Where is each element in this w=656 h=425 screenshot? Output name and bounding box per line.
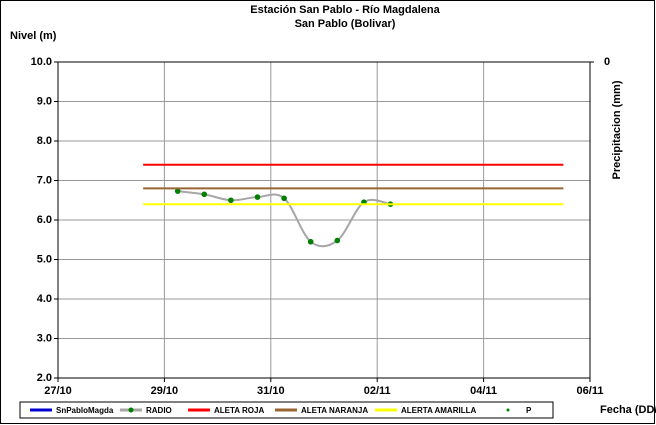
y-tick-label: 10.0 <box>31 56 52 68</box>
x-tick-label: 31/10 <box>257 385 285 397</box>
chart-title: Estación San Pablo - Río Magdalena <box>250 4 440 16</box>
point <box>254 194 261 200</box>
x-tick-label: 27/10 <box>44 385 72 397</box>
legend-label: ALETA ROJA <box>214 406 264 415</box>
x-tick-label: 04/11 <box>470 385 497 397</box>
x-axis-label: Fecha (DD/MM) <box>600 404 656 416</box>
chart-subtitle: San Pablo (Bolivar) <box>295 18 396 30</box>
y-tick-label: 8.0 <box>37 135 52 147</box>
point <box>201 191 208 198</box>
legend-label: P <box>526 406 532 415</box>
y-tick-label: 6.0 <box>37 214 52 226</box>
x-tick-label: 06/11 <box>577 385 604 397</box>
y-axis-label: Nivel (m) <box>10 30 57 42</box>
y2-axis-label: Precipitacion (mm) <box>611 80 623 179</box>
y-tick-label: 3.0 <box>37 332 52 344</box>
y2-tick-label: 0 <box>604 56 610 68</box>
legend-marker <box>128 407 134 413</box>
x-tick-label: 29/10 <box>151 385 179 397</box>
point <box>307 238 314 245</box>
point <box>281 195 287 202</box>
legend-label: ALETA NARANJA <box>301 406 368 415</box>
legend-label: SnPabloMagda <box>56 406 114 415</box>
point <box>334 237 341 244</box>
legend-label: ALERTA AMARILLA <box>401 406 476 415</box>
point <box>174 188 181 194</box>
x-tick-label: 02/11 <box>364 385 391 397</box>
plot-border <box>57 61 591 379</box>
y-tick-label: 5.0 <box>37 253 52 265</box>
point <box>228 197 234 204</box>
y-tick-label: 7.0 <box>37 174 52 186</box>
y-tick-label: 4.0 <box>37 293 52 305</box>
y-tick-label: 9.0 <box>37 95 52 107</box>
legend-swatch <box>506 408 510 412</box>
legend-label: RADIO <box>146 406 172 415</box>
y-tick-label: 2.0 <box>37 372 52 384</box>
